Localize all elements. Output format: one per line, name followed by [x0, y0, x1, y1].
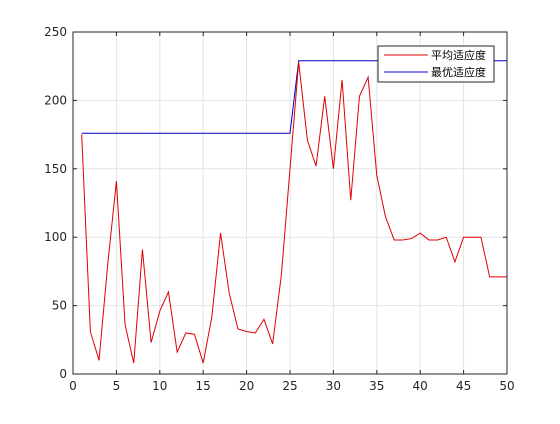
legend-box [377, 45, 495, 83]
x-tick-label: 10 [152, 379, 167, 393]
y-tick-label: 100 [44, 230, 67, 244]
x-tick-label: 50 [499, 379, 514, 393]
y-tick-label: 200 [44, 93, 67, 107]
x-tick-label: 0 [69, 379, 77, 393]
x-tick-label: 25 [282, 379, 297, 393]
y-tick-label: 150 [44, 162, 67, 176]
x-tick-label: 40 [413, 379, 428, 393]
series-line-average-fitness [81, 62, 507, 364]
y-tick-label: 250 [44, 25, 67, 39]
x-tick-label: 15 [196, 379, 211, 393]
legend: 平均适应度 最优适应度 [377, 45, 495, 83]
x-tick-label: 5 [113, 379, 121, 393]
x-tick-label: 45 [456, 379, 471, 393]
ticks: 0 5 10 15 20 25 30 35 40 45 50 0 50 100 150 200 250 [44, 25, 515, 393]
legend-label-best: 最优适应度 [431, 65, 486, 79]
y-tick-label: 0 [59, 367, 67, 381]
legend-label-average: 平均适应度 [431, 48, 486, 62]
x-tick-label: 20 [239, 379, 254, 393]
x-tick-label: 35 [369, 379, 384, 393]
y-tick-label: 50 [52, 299, 67, 313]
x-tick-label: 30 [326, 379, 341, 393]
